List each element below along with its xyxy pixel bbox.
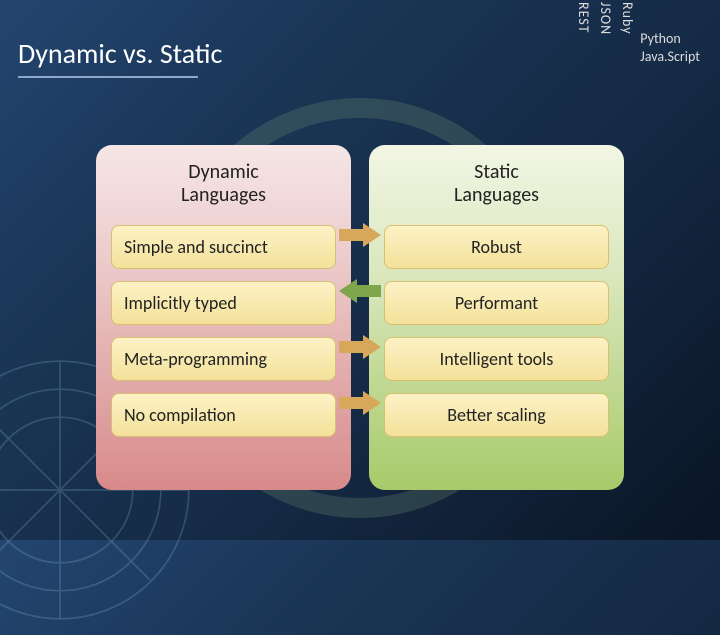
page-title: Dynamic vs. Static [18, 36, 222, 71]
title-underline [18, 76, 198, 78]
panel-dynamic-title-l2: Languages [181, 183, 266, 207]
sta-item: Performant [384, 281, 609, 325]
panel-static: Static Languages Robust Performant Intel… [369, 145, 624, 490]
dyn-item: Simple and succinct [111, 225, 336, 269]
dyn-item: Implicitly typed [111, 281, 336, 325]
sta-item: Intelligent tools [384, 337, 609, 381]
panels-row: Dynamic Languages Simple and succinct Im… [0, 145, 720, 515]
dyn-item: No compilation [111, 393, 336, 437]
corner-ruby: Ruby [618, 0, 637, 37]
corner-rest: REST [574, 0, 593, 35]
panel-dynamic-title-l1: Dynamic [188, 160, 258, 184]
corner-python: Python [640, 30, 681, 47]
panel-static-title-l1: Static [474, 160, 519, 184]
corner-javascript: Java.Script [640, 48, 700, 65]
sta-item: Better scaling [384, 393, 609, 437]
corner-json: JSON [596, 0, 615, 37]
sta-item: Robust [384, 225, 609, 269]
panel-dynamic-title: Dynamic Languages [181, 157, 266, 213]
panel-static-title: Static Languages [454, 157, 539, 213]
corner-right-col: Python Java.Script [640, 30, 700, 66]
panel-dynamic: Dynamic Languages Simple and succinct Im… [96, 145, 351, 490]
dyn-item: Meta-programming [111, 337, 336, 381]
panel-static-title-l2: Languages [454, 183, 539, 207]
corner-word-cloud: REST JSON Ruby Python Java.Script [574, 0, 700, 66]
